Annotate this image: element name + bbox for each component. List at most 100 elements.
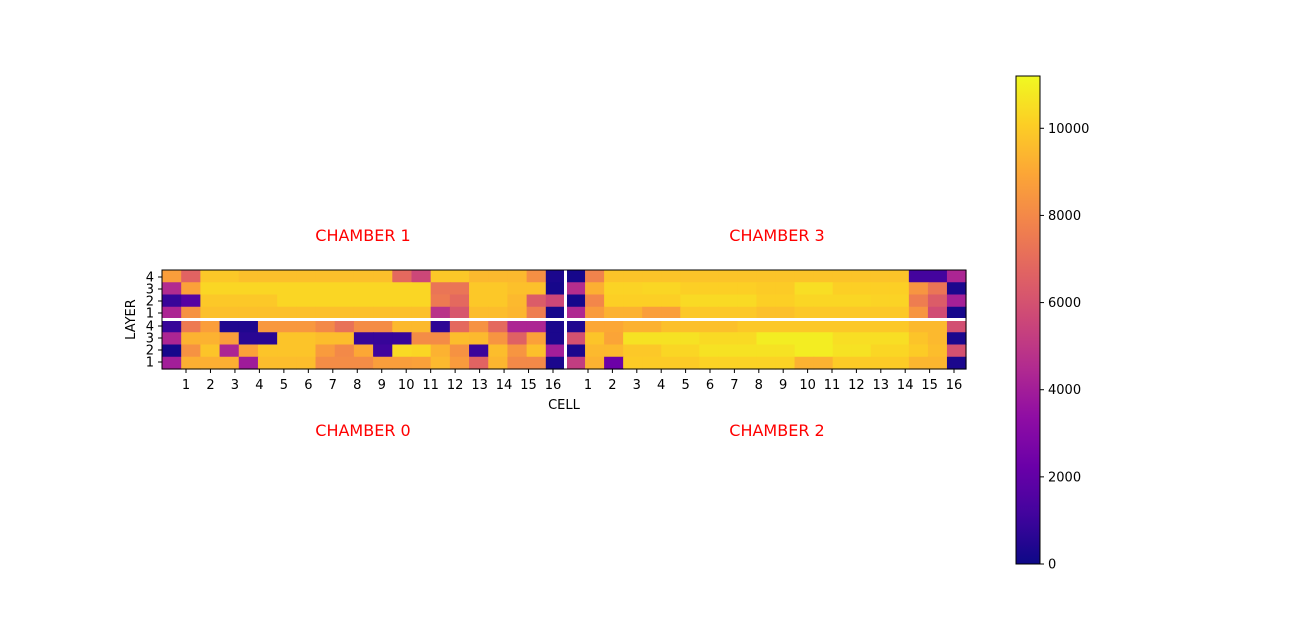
heatmap-cell: [756, 306, 777, 320]
heatmap-cell: [604, 344, 624, 358]
heatmap-cell: [718, 344, 739, 358]
heatmap-cell: [411, 270, 432, 283]
heatmap-cell: [257, 320, 278, 333]
heatmap-cell: [334, 294, 355, 308]
heatmap-cell: [238, 356, 259, 370]
heatmap-cell: [775, 356, 796, 370]
heatmap-cell: [411, 332, 432, 346]
heatmap-cell: [545, 270, 566, 283]
heatmap-cell: [604, 306, 624, 320]
heatmap-cell: [927, 356, 948, 370]
heatmap-cell: [469, 282, 489, 296]
heatmap-cell: [832, 332, 853, 346]
heatmap-cell: [238, 282, 259, 296]
chamber-label: CHAMBER 2: [729, 421, 824, 440]
heatmap-cell: [737, 282, 758, 296]
heatmap-cell: [775, 282, 796, 296]
heatmap-cell: [257, 282, 278, 296]
heatmap-cell: [181, 356, 201, 370]
heatmap-cell: [200, 270, 221, 283]
heatmap-cell: [488, 270, 509, 283]
heatmap-cell: [680, 282, 700, 296]
heatmap-cell: [908, 306, 929, 320]
heatmap-cell: [927, 320, 948, 333]
heatmap-cell: [430, 344, 451, 358]
heatmap-cell: [794, 332, 815, 346]
heatmap-cell: [296, 306, 317, 320]
heatmap-cell: [545, 282, 566, 296]
heatmap-cell: [219, 344, 240, 358]
heatmap-cell: [946, 356, 967, 370]
heatmap-cell: [908, 294, 929, 308]
heatmap-cell: [566, 320, 586, 333]
heatmap-cell: [296, 356, 317, 370]
x-tick-label: 16: [545, 378, 562, 393]
heatmap-cell: [927, 306, 948, 320]
heatmap-cell: [851, 294, 872, 308]
heatmap-cell: [430, 306, 451, 320]
heatmap-cell: [680, 270, 700, 283]
x-tick-label: 12: [447, 378, 464, 393]
heatmap-cell: [851, 306, 872, 320]
x-tick-label: 10: [799, 378, 816, 393]
heatmap-cell: [718, 332, 739, 346]
heatmap-cell: [200, 356, 221, 370]
heatmap-cell: [832, 320, 853, 333]
heatmap-cell: [238, 320, 259, 333]
colorbar-gradient: [1015, 75, 1041, 565]
heatmap-cell: [927, 282, 948, 296]
heatmap-cell: [623, 320, 643, 333]
heatmap-cell: [392, 294, 413, 308]
plot-frame: [161, 269, 967, 370]
heatmap-cell: [813, 332, 834, 346]
heatmap-cell: [642, 344, 662, 358]
heatmap-cell: [889, 294, 910, 308]
x-tick-label: 4: [657, 378, 665, 393]
heatmap-cell: [526, 332, 547, 346]
heatmap-cell: [219, 282, 240, 296]
heatmap-cell: [680, 306, 700, 320]
heatmap-cell: [488, 332, 509, 346]
heatmap-cell: [718, 306, 739, 320]
heatmap-cell: [756, 356, 777, 370]
heatmap-cell: [661, 356, 681, 370]
heatmap-cell: [813, 320, 834, 333]
heatmap-cell: [699, 270, 719, 283]
chamber-separators: [162, 270, 966, 369]
heatmap-cell: [870, 320, 891, 333]
heatmap-cell: [526, 294, 547, 308]
heatmap-cell: [908, 356, 929, 370]
x-tick-label: 6: [706, 378, 714, 393]
heatmap-cell: [737, 306, 758, 320]
heatmap-cell: [373, 282, 393, 296]
heatmap-cell: [737, 356, 758, 370]
heatmap-cell: [813, 356, 834, 370]
heatmap-cell: [946, 320, 967, 333]
heatmap-cell: [851, 270, 872, 283]
heatmap-cell: [507, 320, 528, 333]
heatmap-cell: [334, 332, 355, 346]
heatmap-cell: [181, 270, 201, 283]
x-tick-label: 13: [873, 378, 890, 393]
heatmap-cell: [813, 270, 834, 283]
heatmap-cell: [661, 282, 681, 296]
heatmap-cell: [469, 344, 489, 358]
colorbar-tick-label: 10000: [1048, 122, 1089, 137]
x-tick-label: 13: [471, 378, 488, 393]
heatmap-cell: [623, 356, 643, 370]
heatmap-cell: [219, 320, 240, 333]
heatmap-cell: [181, 282, 201, 296]
heatmap-cell: [889, 344, 910, 358]
heatmap-cell: [794, 270, 815, 283]
heatmap-cell: [946, 344, 967, 358]
heatmap-cell: [604, 270, 624, 283]
heatmap-cell: [623, 332, 643, 346]
heatmap-cell: [162, 270, 182, 283]
heatmap-cell: [566, 356, 586, 370]
heatmap-cell: [430, 356, 451, 370]
heatmap-cell: [832, 356, 853, 370]
heatmap-cell: [219, 306, 240, 320]
heatmap-cell: [870, 332, 891, 346]
heatmap-cell: [889, 332, 910, 346]
heatmap-cell: [908, 332, 929, 346]
